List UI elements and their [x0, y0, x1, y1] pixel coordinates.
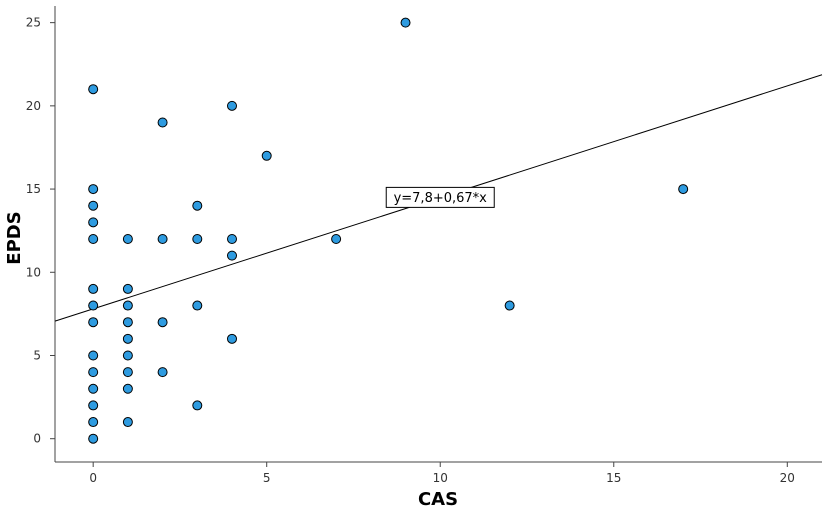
y-tick-label: 15: [26, 182, 41, 196]
ticks-layer: 0 5 10 15 20 0 5 10 15 20 25: [26, 16, 795, 485]
data-point: [88, 283, 99, 294]
label-layer: y=7,8+0,67*x: [385, 186, 495, 208]
data-point: [88, 317, 99, 328]
x-axis-title: CAS: [418, 489, 458, 510]
x-tick-label: 20: [780, 471, 795, 485]
x-tick-label: 5: [263, 471, 271, 485]
x-tick-label: 0: [89, 471, 97, 485]
data-point: [227, 250, 237, 261]
data-point: [122, 367, 133, 378]
data-point: [192, 400, 203, 411]
data-point: [122, 417, 133, 428]
data-point: [157, 233, 168, 244]
data-point: [88, 184, 99, 195]
x-tick-label: 15: [606, 471, 621, 485]
data-point: [88, 433, 99, 444]
data-point: [227, 333, 237, 344]
data-point: [261, 150, 272, 161]
data-point: [88, 350, 99, 361]
y-axis-title: EPDS: [4, 211, 25, 264]
data-point: [157, 317, 168, 328]
data-point: [122, 350, 133, 361]
data-point: [122, 317, 133, 328]
data-point: [122, 300, 133, 311]
data-point: [400, 17, 411, 28]
data-point: [88, 367, 99, 378]
points-layer: [88, 17, 689, 444]
data-point: [88, 200, 99, 211]
data-point: [88, 400, 99, 411]
data-point: [88, 217, 99, 228]
data-point: [88, 84, 99, 95]
data-point: [227, 233, 237, 244]
data-point: [192, 200, 203, 211]
data-point: [122, 283, 133, 294]
data-point: [192, 300, 203, 311]
data-point: [227, 100, 237, 111]
data-point: [678, 184, 689, 195]
axes-layer: [54, 6, 822, 463]
y-tick-label: 0: [33, 432, 41, 446]
data-point: [157, 367, 168, 378]
data-point: [157, 117, 168, 128]
y-tick-label: 10: [26, 265, 41, 279]
data-point: [122, 233, 133, 244]
equation-box: [385, 186, 495, 208]
data-point: [88, 300, 99, 311]
equation-label: y=7,8+0,67*x: [394, 191, 488, 206]
data-point: [504, 300, 515, 311]
data-point: [192, 233, 203, 244]
data-point: [331, 233, 342, 244]
y-tick-label: 25: [26, 16, 41, 30]
data-point: [88, 233, 99, 244]
data-point: [88, 417, 99, 428]
data-point: [122, 333, 133, 344]
data-point: [88, 383, 99, 394]
data-point: [122, 383, 133, 394]
y-tick-label: 20: [26, 99, 41, 113]
y-tick-label: 5: [33, 348, 41, 362]
x-tick-label: 10: [433, 471, 448, 485]
